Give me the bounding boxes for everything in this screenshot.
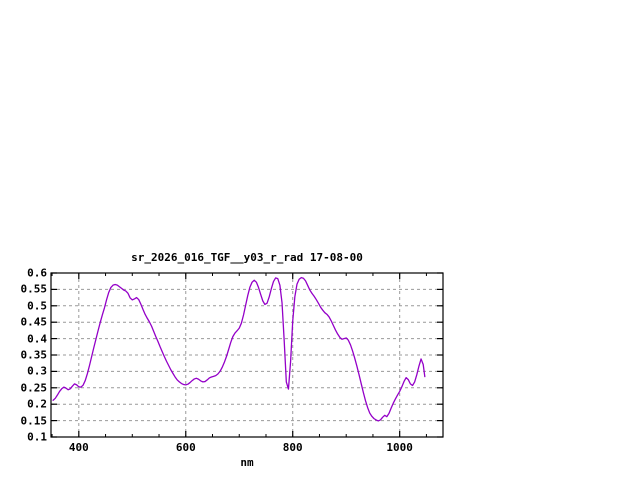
y-axis-tick-label: 0.25: [20, 381, 48, 395]
y-axis-tick-labels: 0.1 0.15 0.2 0.25 0.3 0.35 0.4 0.45 0.5 0.55 0.6: [0, 0, 48, 480]
plot-frame: [50, 272, 444, 438]
x-axis-tick-label: 1000: [386, 441, 413, 454]
y-axis-tick-label: 0.35: [20, 348, 48, 362]
y-axis-tick-label: 0.2: [27, 397, 47, 411]
x-axis-tick-label: 400: [68, 441, 89, 454]
x-axis-tick-label: 800: [282, 441, 303, 454]
y-axis-tick-label: 0.4: [27, 332, 47, 346]
y-axis-tick-label: 0.15: [20, 414, 48, 428]
chart-title: sr_2026_016_TGF__y03_r_rad 17-08-00: [131, 251, 363, 264]
y-axis-tick-label: 0.3: [27, 364, 47, 378]
y-axis-tick-label: 0.55: [20, 282, 48, 296]
y-axis-tick-label: 0.5: [27, 299, 47, 313]
data-series-line: [52, 276, 426, 422]
y-axis-tick-label: 0.6: [27, 266, 47, 280]
x-axis-tick-label: 600: [175, 441, 196, 454]
y-axis-tick-label: 0.1: [27, 430, 47, 444]
x-axis-label: nm: [240, 456, 254, 469]
y-axis-tick-label: 0.45: [20, 315, 48, 329]
